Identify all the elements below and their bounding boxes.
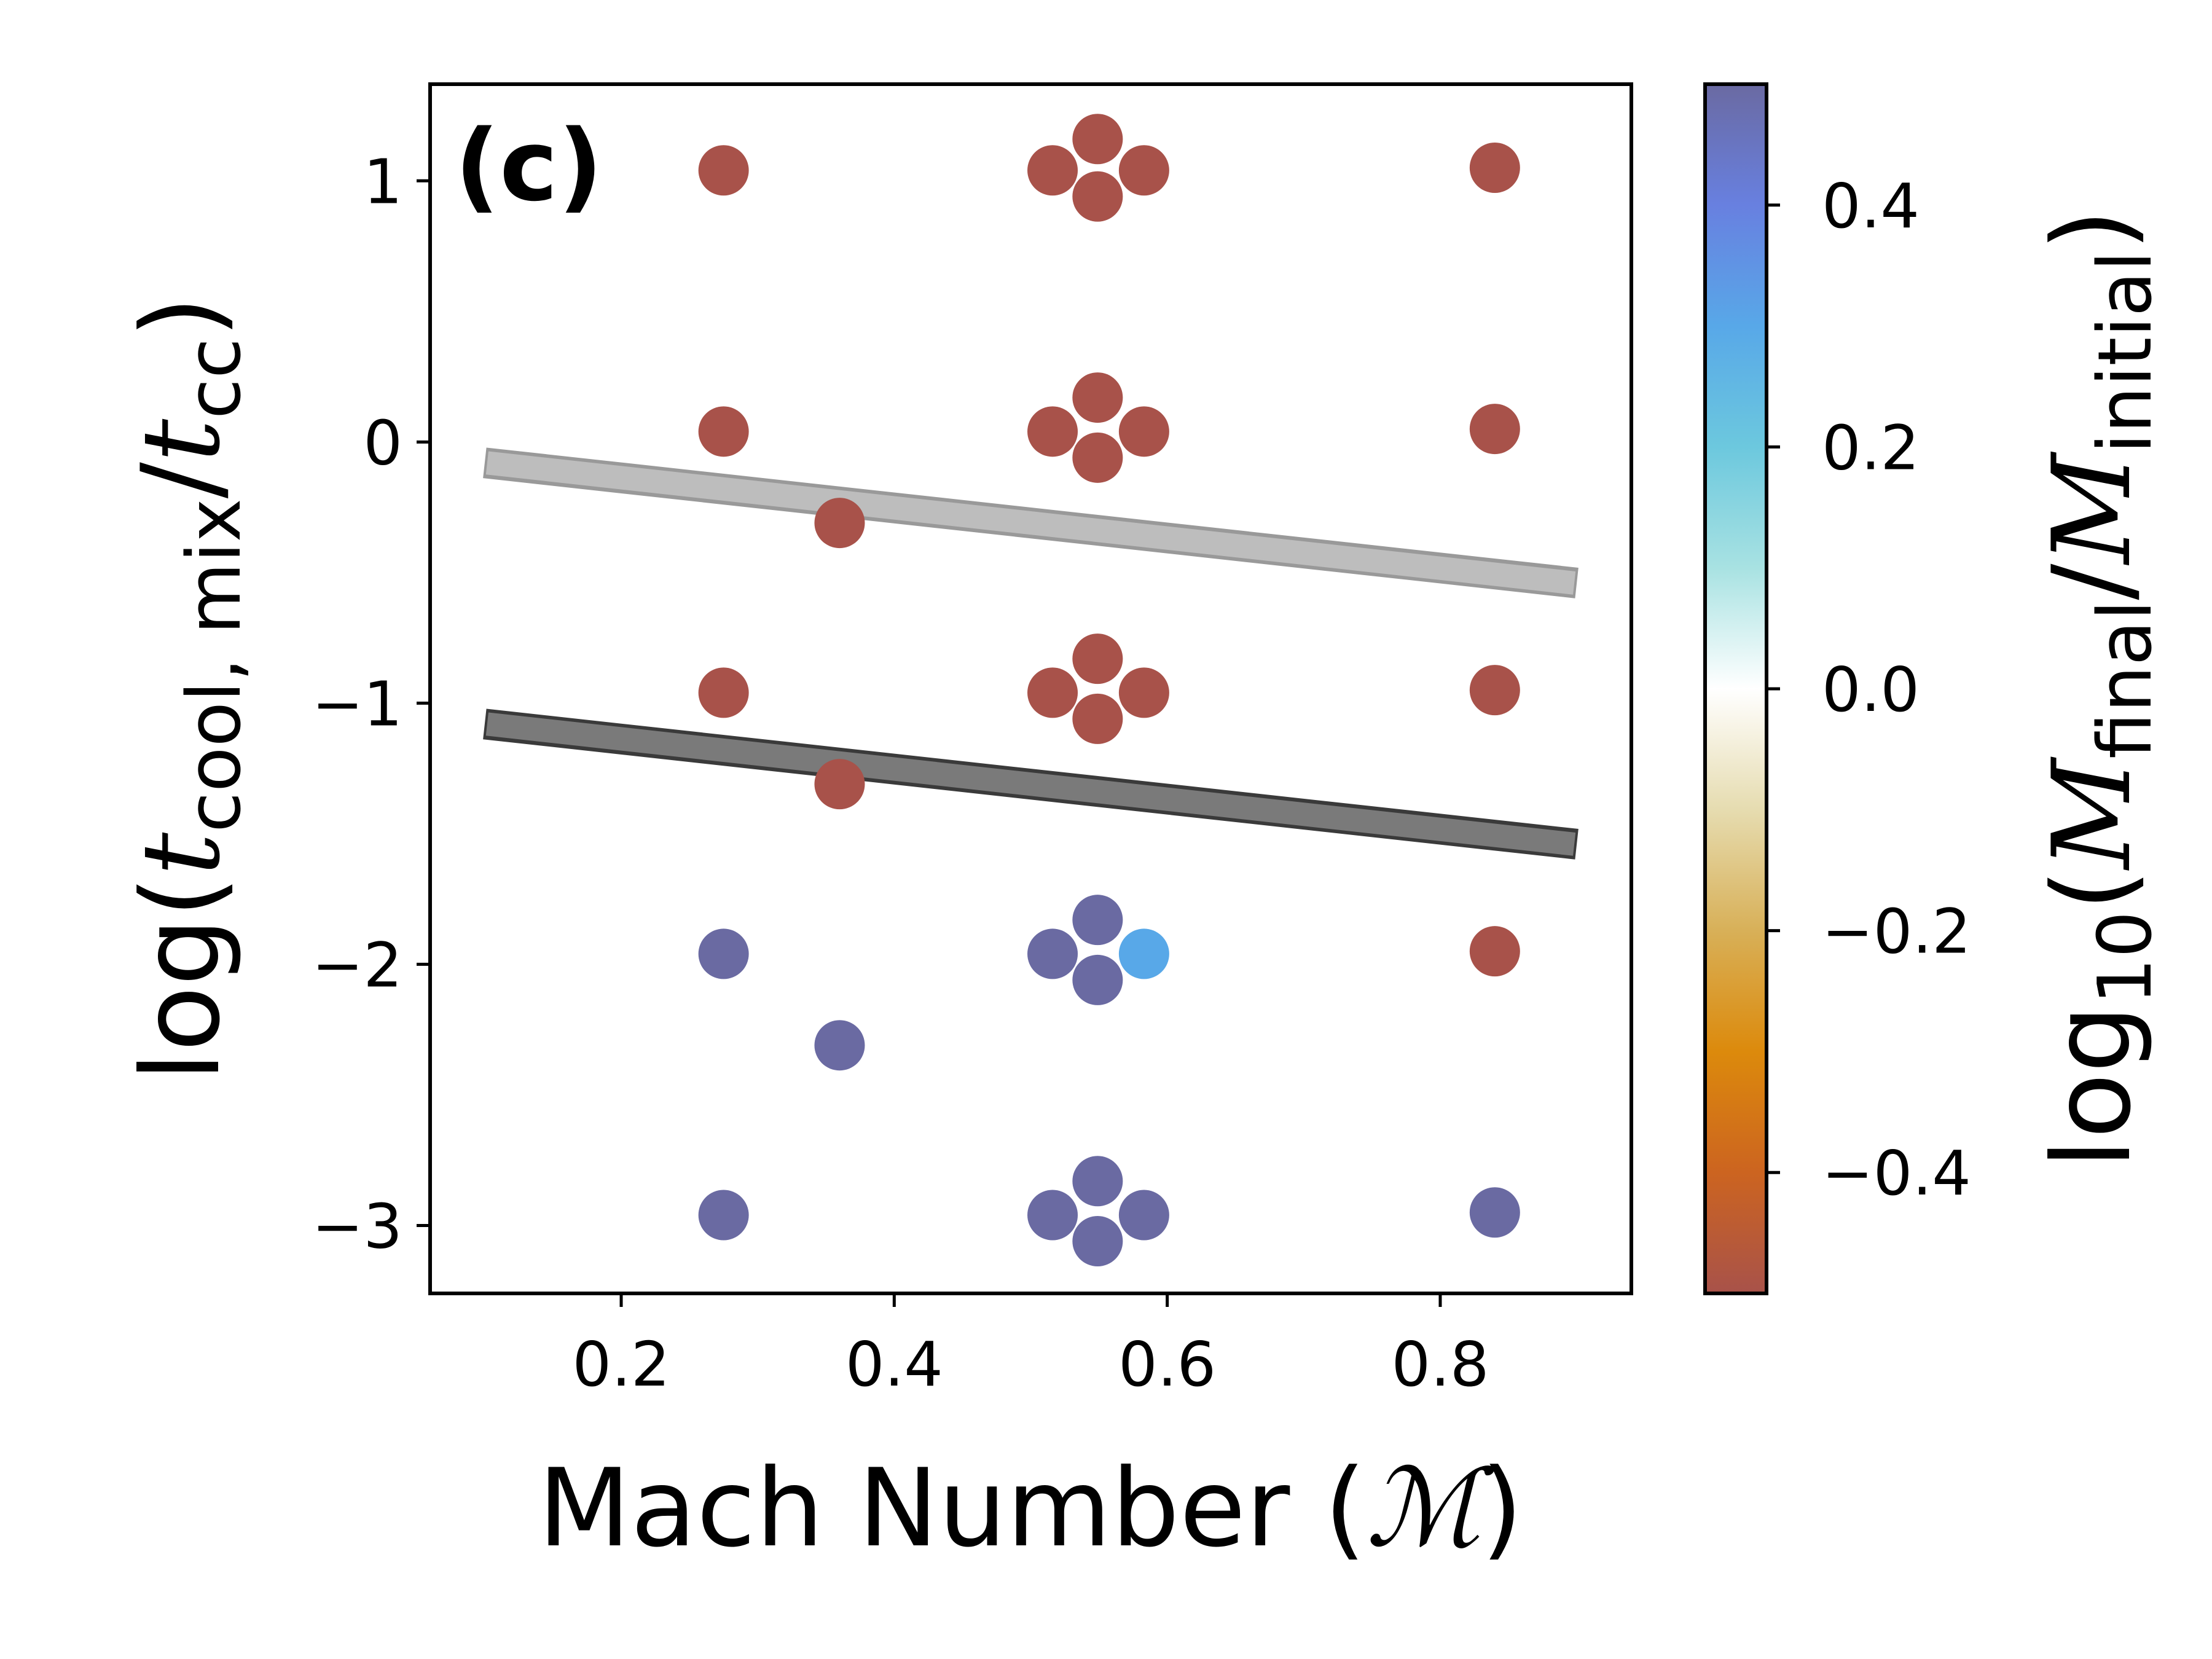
data-point	[814, 759, 865, 810]
colorbar-tick-label: 0.2	[1822, 412, 1920, 484]
data-point	[698, 667, 749, 718]
plot-frame	[428, 82, 1633, 1295]
data-point	[1027, 928, 1078, 979]
y-tick-label: −1	[312, 668, 402, 740]
x-tick-label: 0.2	[572, 1328, 670, 1400]
y-tick-label: 1	[363, 146, 402, 218]
trend-line-1	[483, 447, 1579, 598]
data-point	[1118, 1190, 1169, 1241]
data-point	[1118, 667, 1169, 718]
data-point	[1469, 143, 1520, 194]
x-tick-label: 0.6	[1118, 1328, 1216, 1400]
data-point	[1072, 693, 1123, 744]
data-point	[814, 498, 865, 549]
trend-line-2	[483, 708, 1579, 860]
y-axis-ticks: 1 0 −1 −2 −3	[312, 146, 430, 1262]
data-point	[1469, 926, 1520, 977]
data-point	[1118, 145, 1169, 196]
y-tick-label: −3	[312, 1190, 402, 1262]
data-point	[698, 928, 749, 979]
data-point	[1072, 954, 1123, 1005]
colorbar	[1703, 82, 1768, 1295]
data-point	[1072, 114, 1123, 165]
y-axis-title: log(tcool, mix/tcc)	[119, 296, 257, 1082]
panel-label: (c)	[455, 108, 603, 223]
data-point	[1072, 432, 1123, 483]
data-point	[1469, 404, 1520, 455]
data-point	[1027, 1190, 1078, 1241]
data-point	[1118, 928, 1169, 979]
data-point	[1027, 406, 1078, 457]
colorbar-tick-label: 0.4	[1822, 170, 1920, 242]
data-point	[814, 1020, 865, 1071]
data-point	[698, 406, 749, 457]
data-point	[1072, 895, 1123, 946]
x-axis-title: Mach Number (ℳ)	[538, 1446, 1523, 1571]
trend-lines	[483, 447, 1579, 860]
data-point	[1469, 665, 1520, 716]
x-tick-label: 0.8	[1391, 1328, 1489, 1400]
data-point	[1469, 1187, 1520, 1238]
data-point	[698, 145, 749, 196]
data-point	[1027, 145, 1078, 196]
colorbar-tick-label: −0.2	[1822, 896, 1971, 968]
colorbar-ticks: 0.4 0.2 0.0 −0.2 −0.4	[1767, 170, 1971, 1209]
data-point	[1118, 406, 1169, 457]
data-point	[698, 1190, 749, 1241]
data-point	[1072, 1215, 1123, 1266]
y-tick-label: 0	[363, 407, 402, 479]
x-axis-ticks: 0.2 0.4 0.6 0.8	[572, 1293, 1489, 1400]
data-point	[1072, 372, 1123, 423]
data-point	[1072, 1156, 1123, 1207]
scatter-points	[698, 114, 1520, 1266]
colorbar-title: log10(Mfinal/Minitial)	[2030, 209, 2168, 1169]
colorbar-tick-label: 0.0	[1822, 654, 1920, 726]
data-point	[1072, 633, 1123, 684]
colorbar-tick-label: −0.4	[1822, 1137, 1971, 1209]
y-tick-label: −2	[312, 929, 402, 1001]
x-tick-label: 0.4	[845, 1328, 943, 1400]
data-point	[1027, 667, 1078, 718]
data-point	[1072, 171, 1123, 222]
